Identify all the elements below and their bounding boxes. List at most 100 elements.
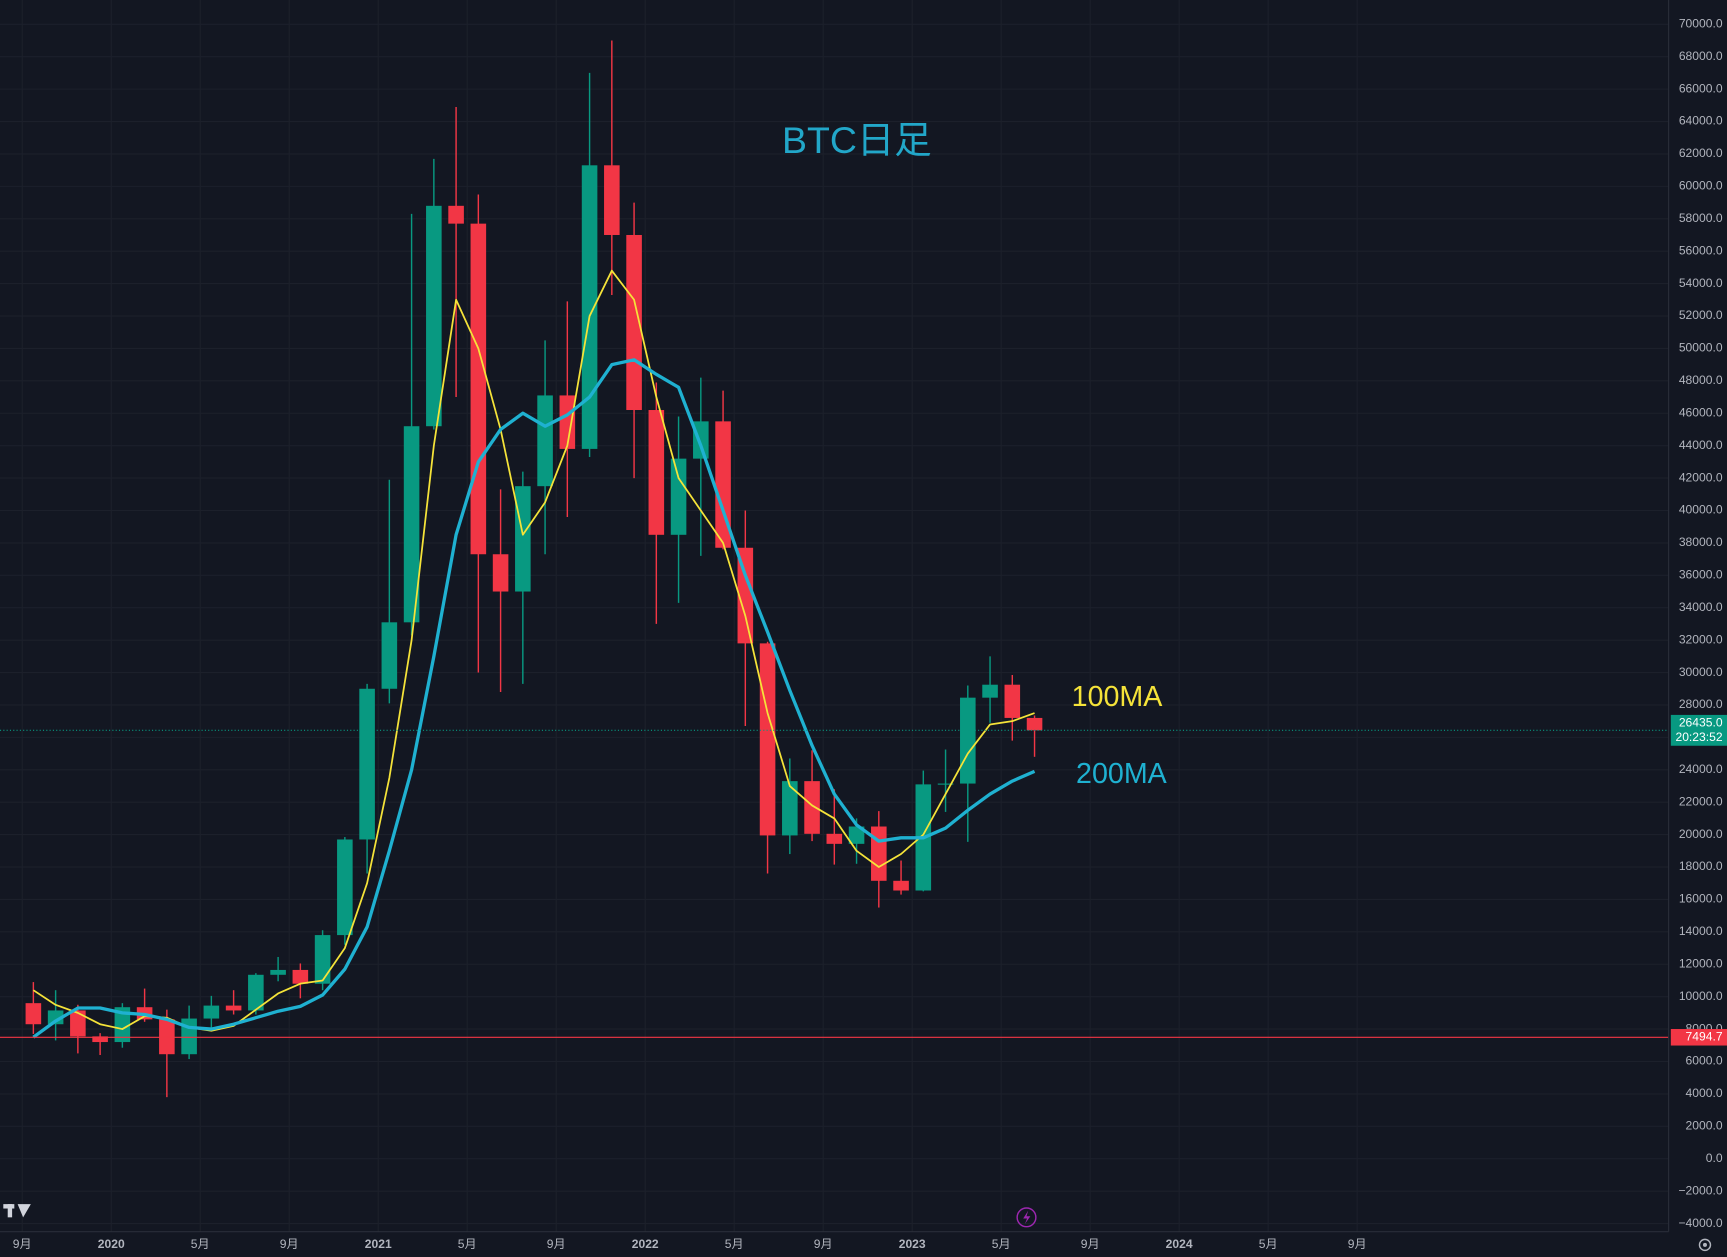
candle-body (270, 969, 286, 975)
gear (1698, 1238, 1712, 1252)
candle-body (337, 839, 353, 936)
candle-body (403, 426, 420, 623)
y-tick-label: 32000.0 (1679, 632, 1723, 646)
candle-body (92, 1036, 108, 1043)
candle-body (982, 684, 998, 698)
y-tick-label: 46000.0 (1679, 405, 1723, 419)
y-tick-label: 10000.0 (1679, 989, 1723, 1003)
lightning-icon[interactable] (1016, 1207, 1037, 1228)
candle-body (782, 781, 798, 836)
x-tick-label: 5月 (1259, 1237, 1278, 1251)
y-tick-label: −2000.0 (1678, 1183, 1722, 1197)
y-tick-label: 58000.0 (1679, 211, 1723, 225)
x-tick-label: 9月 (1348, 1237, 1367, 1251)
tradingview-logo (3, 1204, 31, 1218)
x-tick-label: 9月 (547, 1237, 566, 1251)
candle-body (248, 974, 264, 1011)
y-tick-label: 68000.0 (1679, 49, 1723, 63)
x-tick-label: 9月 (1081, 1237, 1100, 1251)
y-tick-label: 6000.0 (1686, 1054, 1723, 1068)
candle-body (871, 826, 887, 881)
x-tick-label: 5月 (191, 1237, 210, 1251)
y-tick-label: 38000.0 (1679, 535, 1723, 549)
x-tick-label: 9月 (814, 1237, 833, 1251)
candle-body (448, 205, 464, 224)
y-tick-label: 70000.0 (1679, 17, 1723, 31)
chart-title: BTC日足 (782, 119, 932, 161)
candle-body (515, 486, 531, 592)
candle-body (470, 223, 487, 555)
y-tick-label: 66000.0 (1679, 81, 1723, 95)
price-tag (1670, 714, 1727, 746)
price-tag-timer: 20:23:52 (1675, 730, 1722, 744)
candle-body (114, 1007, 131, 1043)
x-tick-label: 2024 (1166, 1237, 1193, 1251)
x-tick-label: 5月 (725, 1237, 744, 1251)
candle-body (492, 554, 509, 592)
icon-bolt (1023, 1210, 1031, 1224)
candle-body (670, 458, 687, 535)
candle-body (715, 421, 731, 548)
y-tick-label: 18000.0 (1679, 859, 1723, 873)
candle-body (759, 643, 776, 836)
x-tick-label: 2022 (632, 1237, 659, 1251)
alert-tag-label: 7494.7 (1686, 1029, 1723, 1043)
y-tick-label: 50000.0 (1679, 341, 1723, 355)
y-tick-label: 0.0 (1706, 1151, 1723, 1165)
y-tick-label: −4000.0 (1678, 1216, 1722, 1230)
candle-body (693, 421, 709, 459)
candle-body (292, 969, 309, 984)
candle-body (203, 1005, 220, 1019)
candle-body (559, 395, 576, 449)
candle-body (960, 697, 976, 784)
series-label: 100MA (1072, 681, 1164, 713)
x-tick-label: 2021 (365, 1237, 392, 1251)
candle-body (70, 1010, 86, 1037)
y-tick-label: 16000.0 (1679, 892, 1723, 906)
y-tick-label: 20000.0 (1679, 827, 1723, 841)
candle-body (581, 165, 598, 449)
candle-body (25, 1003, 42, 1025)
candle-body (626, 234, 642, 411)
x-tick-label: 9月 (13, 1237, 32, 1251)
settings-icon[interactable] (1698, 1238, 1712, 1252)
y-tick-label: 52000.0 (1679, 308, 1723, 322)
y-tick-label: 28000.0 (1679, 697, 1723, 711)
candle-body (737, 547, 754, 644)
x-tick-label: 2023 (899, 1237, 926, 1251)
x-tick-label: 5月 (992, 1237, 1011, 1251)
candle-body (359, 688, 375, 840)
y-tick-label: 4000.0 (1686, 1086, 1723, 1100)
candle-body (604, 165, 620, 235)
y-tick-label: 30000.0 (1679, 665, 1723, 679)
price-tag-label: 26435.0 (1679, 715, 1723, 729)
y-tick-label: 12000.0 (1679, 956, 1723, 970)
y-tick-label: 64000.0 (1679, 114, 1723, 128)
candle-body (381, 622, 398, 689)
x-tick-label: 2020 (98, 1237, 125, 1251)
series-label: 200MA (1076, 758, 1168, 790)
y-tick-label: 44000.0 (1679, 438, 1723, 452)
candle-body (314, 935, 331, 984)
y-tick-label: 40000.0 (1679, 503, 1723, 517)
candle-body (848, 826, 865, 844)
y-tick-label: 24000.0 (1679, 762, 1723, 776)
candle-body (826, 833, 843, 844)
y-tick-label: 54000.0 (1679, 276, 1723, 290)
ma-line (32, 358, 1036, 1039)
candle-body (537, 395, 553, 487)
candle-body (1026, 717, 1043, 731)
y-tick-label: 60000.0 (1679, 179, 1723, 193)
y-tick-label: 36000.0 (1679, 568, 1723, 582)
x-tick-label: 5月 (458, 1237, 477, 1251)
alert-tag (1670, 1029, 1727, 1046)
candle-body (225, 1005, 242, 1011)
logo-part (7, 1204, 13, 1218)
y-tick-label: 48000.0 (1679, 373, 1723, 387)
candle-body (804, 781, 820, 834)
candle-body (1004, 684, 1021, 718)
